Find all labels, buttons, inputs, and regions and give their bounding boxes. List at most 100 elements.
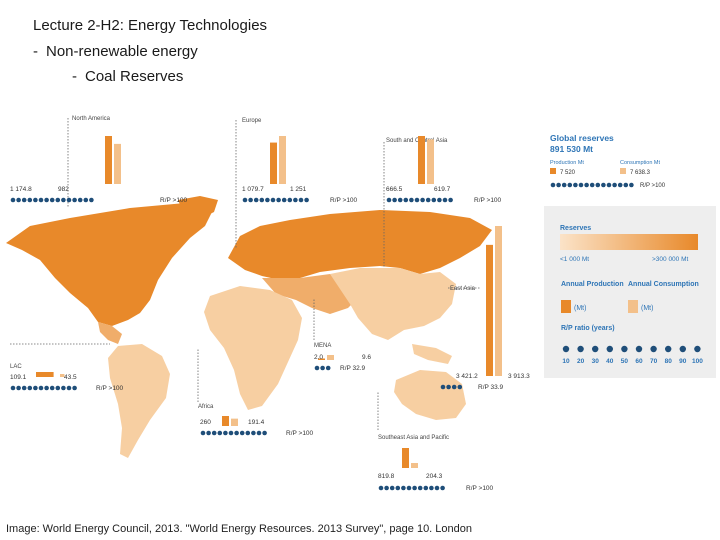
map-south-america xyxy=(108,344,170,458)
rp-dot xyxy=(33,385,38,391)
rp-dot xyxy=(72,385,77,391)
bullet-1: - Non-renewable energy xyxy=(33,43,198,60)
rp-dot xyxy=(440,384,446,390)
rp-dot xyxy=(384,485,389,491)
global-rp-dot xyxy=(584,182,589,188)
global-rp-dot xyxy=(556,182,561,188)
legend-rp-title: R/P ratio (years) xyxy=(561,325,615,332)
rp-dot xyxy=(27,385,33,391)
production-label: 3 421.2 xyxy=(456,373,478,380)
rp-dot xyxy=(409,197,414,203)
map-north-america xyxy=(6,203,215,326)
rp-dot xyxy=(389,485,395,491)
rp-dot xyxy=(21,385,27,391)
rp-dot xyxy=(217,430,223,436)
rp-dot xyxy=(253,197,259,203)
production-bar xyxy=(318,358,325,360)
region-africa: Africa 260 191.4 R/P >100 xyxy=(198,404,314,437)
global-production-value: 7 520 xyxy=(560,170,576,176)
rp-dot xyxy=(281,197,287,203)
production-bar xyxy=(402,448,409,468)
rp-dot xyxy=(27,197,33,203)
production-bar xyxy=(486,244,493,376)
consumption-label: 191.4 xyxy=(248,419,265,426)
global-rp-dots xyxy=(550,182,634,188)
rp-label: R/P >100 xyxy=(330,197,358,204)
region-name: MENA xyxy=(314,343,331,349)
region-name: LAC xyxy=(10,364,22,370)
rp-dot xyxy=(265,197,270,203)
production-bar xyxy=(418,136,425,184)
rp-dot xyxy=(242,197,248,203)
rp-dot xyxy=(206,430,211,436)
global-reserves-total: 891 530 Mt xyxy=(550,144,593,154)
region-north-america: North America 1 174.8 982 R/P >100 xyxy=(10,116,188,204)
title-bold: Lecture 2-H2 xyxy=(33,17,120,34)
rp-label: R/P 33.9 xyxy=(478,384,504,391)
rp-dot xyxy=(55,385,61,391)
world-map xyxy=(6,196,492,458)
region-europe: Europe 1 079.7 1 251 R/P >100 xyxy=(242,118,358,204)
global-rp-dot xyxy=(601,182,606,188)
rp-dot xyxy=(77,197,83,203)
legend: Global reserves 891 530 Mt Production Mt… xyxy=(544,133,716,378)
legend-rp-dot xyxy=(679,345,686,353)
legend-rp-tick: 90 xyxy=(679,358,687,365)
rp-dot xyxy=(431,197,437,203)
rp-dot xyxy=(298,197,304,203)
global-rp-dot xyxy=(595,182,601,188)
legend-production-title: Annual Production xyxy=(561,281,624,288)
rp-dot xyxy=(49,197,55,203)
rp-label: R/P 32.9 xyxy=(340,365,366,372)
map-mena-asia xyxy=(262,274,360,314)
rp-dot xyxy=(44,197,49,203)
legend-rp-scale: 10 20 30 40 50 60 70 80 90 100 xyxy=(562,345,703,365)
global-reserves-title: Global reserves xyxy=(550,133,614,143)
rp-dot xyxy=(234,430,239,436)
rp-dot xyxy=(446,384,451,390)
rp-dot xyxy=(16,385,21,391)
production-label: 1 174.8 xyxy=(10,186,32,193)
global-consumption-value: 7 638.3 xyxy=(630,170,651,176)
rp-dot xyxy=(16,197,21,203)
region-mena: MENA 2.0 9.6 R/P 32.9 xyxy=(314,343,371,372)
rp-dot xyxy=(256,430,262,436)
rp-dot xyxy=(442,197,448,203)
rp-dot xyxy=(270,197,276,203)
rp-dot xyxy=(38,197,44,203)
rp-dot xyxy=(451,384,457,390)
legend-reserves-max: >300 000 Mt xyxy=(652,256,689,263)
rp-dot xyxy=(228,430,234,436)
legend-rp-dot xyxy=(592,345,599,353)
rp-dot xyxy=(44,385,49,391)
rp-dot xyxy=(392,197,397,203)
rp-dot xyxy=(423,485,429,491)
rp-dot xyxy=(412,485,417,491)
rp-dot xyxy=(239,430,245,436)
legend-rp-dot xyxy=(635,345,643,353)
production-label: 109.1 xyxy=(10,374,27,381)
global-rp-dot xyxy=(567,182,573,188)
bullet-2-text: Coal Reserves xyxy=(85,68,184,85)
legend-consumption-swatch xyxy=(628,300,638,313)
rp-dot xyxy=(259,197,265,203)
rp-label: R/P >100 xyxy=(160,197,188,204)
legend-rp-tick: 100 xyxy=(692,358,703,365)
rp-label: R/P >100 xyxy=(466,485,494,492)
legend-rp-tick: 20 xyxy=(577,358,585,365)
rp-dot xyxy=(304,197,309,203)
region-south-and-central-asia: South and Central Asia 666.5 619.7 R/P >100 xyxy=(386,136,502,204)
production-bar xyxy=(105,136,112,184)
legend-consumption-unit: (Mt) xyxy=(641,305,653,312)
rp-dot xyxy=(420,197,425,203)
production-bar xyxy=(36,372,54,377)
region-lac: LAC 109.1 43.5 R/P >100 xyxy=(10,364,124,392)
region-name: Southeast Asia and Pacific xyxy=(378,435,449,441)
legend-rp-tick: 70 xyxy=(650,358,658,365)
rp-dot xyxy=(66,197,72,203)
consumption-bar xyxy=(231,418,238,426)
rp-dot xyxy=(437,197,442,203)
consumption-bar xyxy=(427,139,434,184)
consumption-label: 1 251 xyxy=(290,186,307,193)
consumption-label: 9.6 xyxy=(362,354,371,361)
